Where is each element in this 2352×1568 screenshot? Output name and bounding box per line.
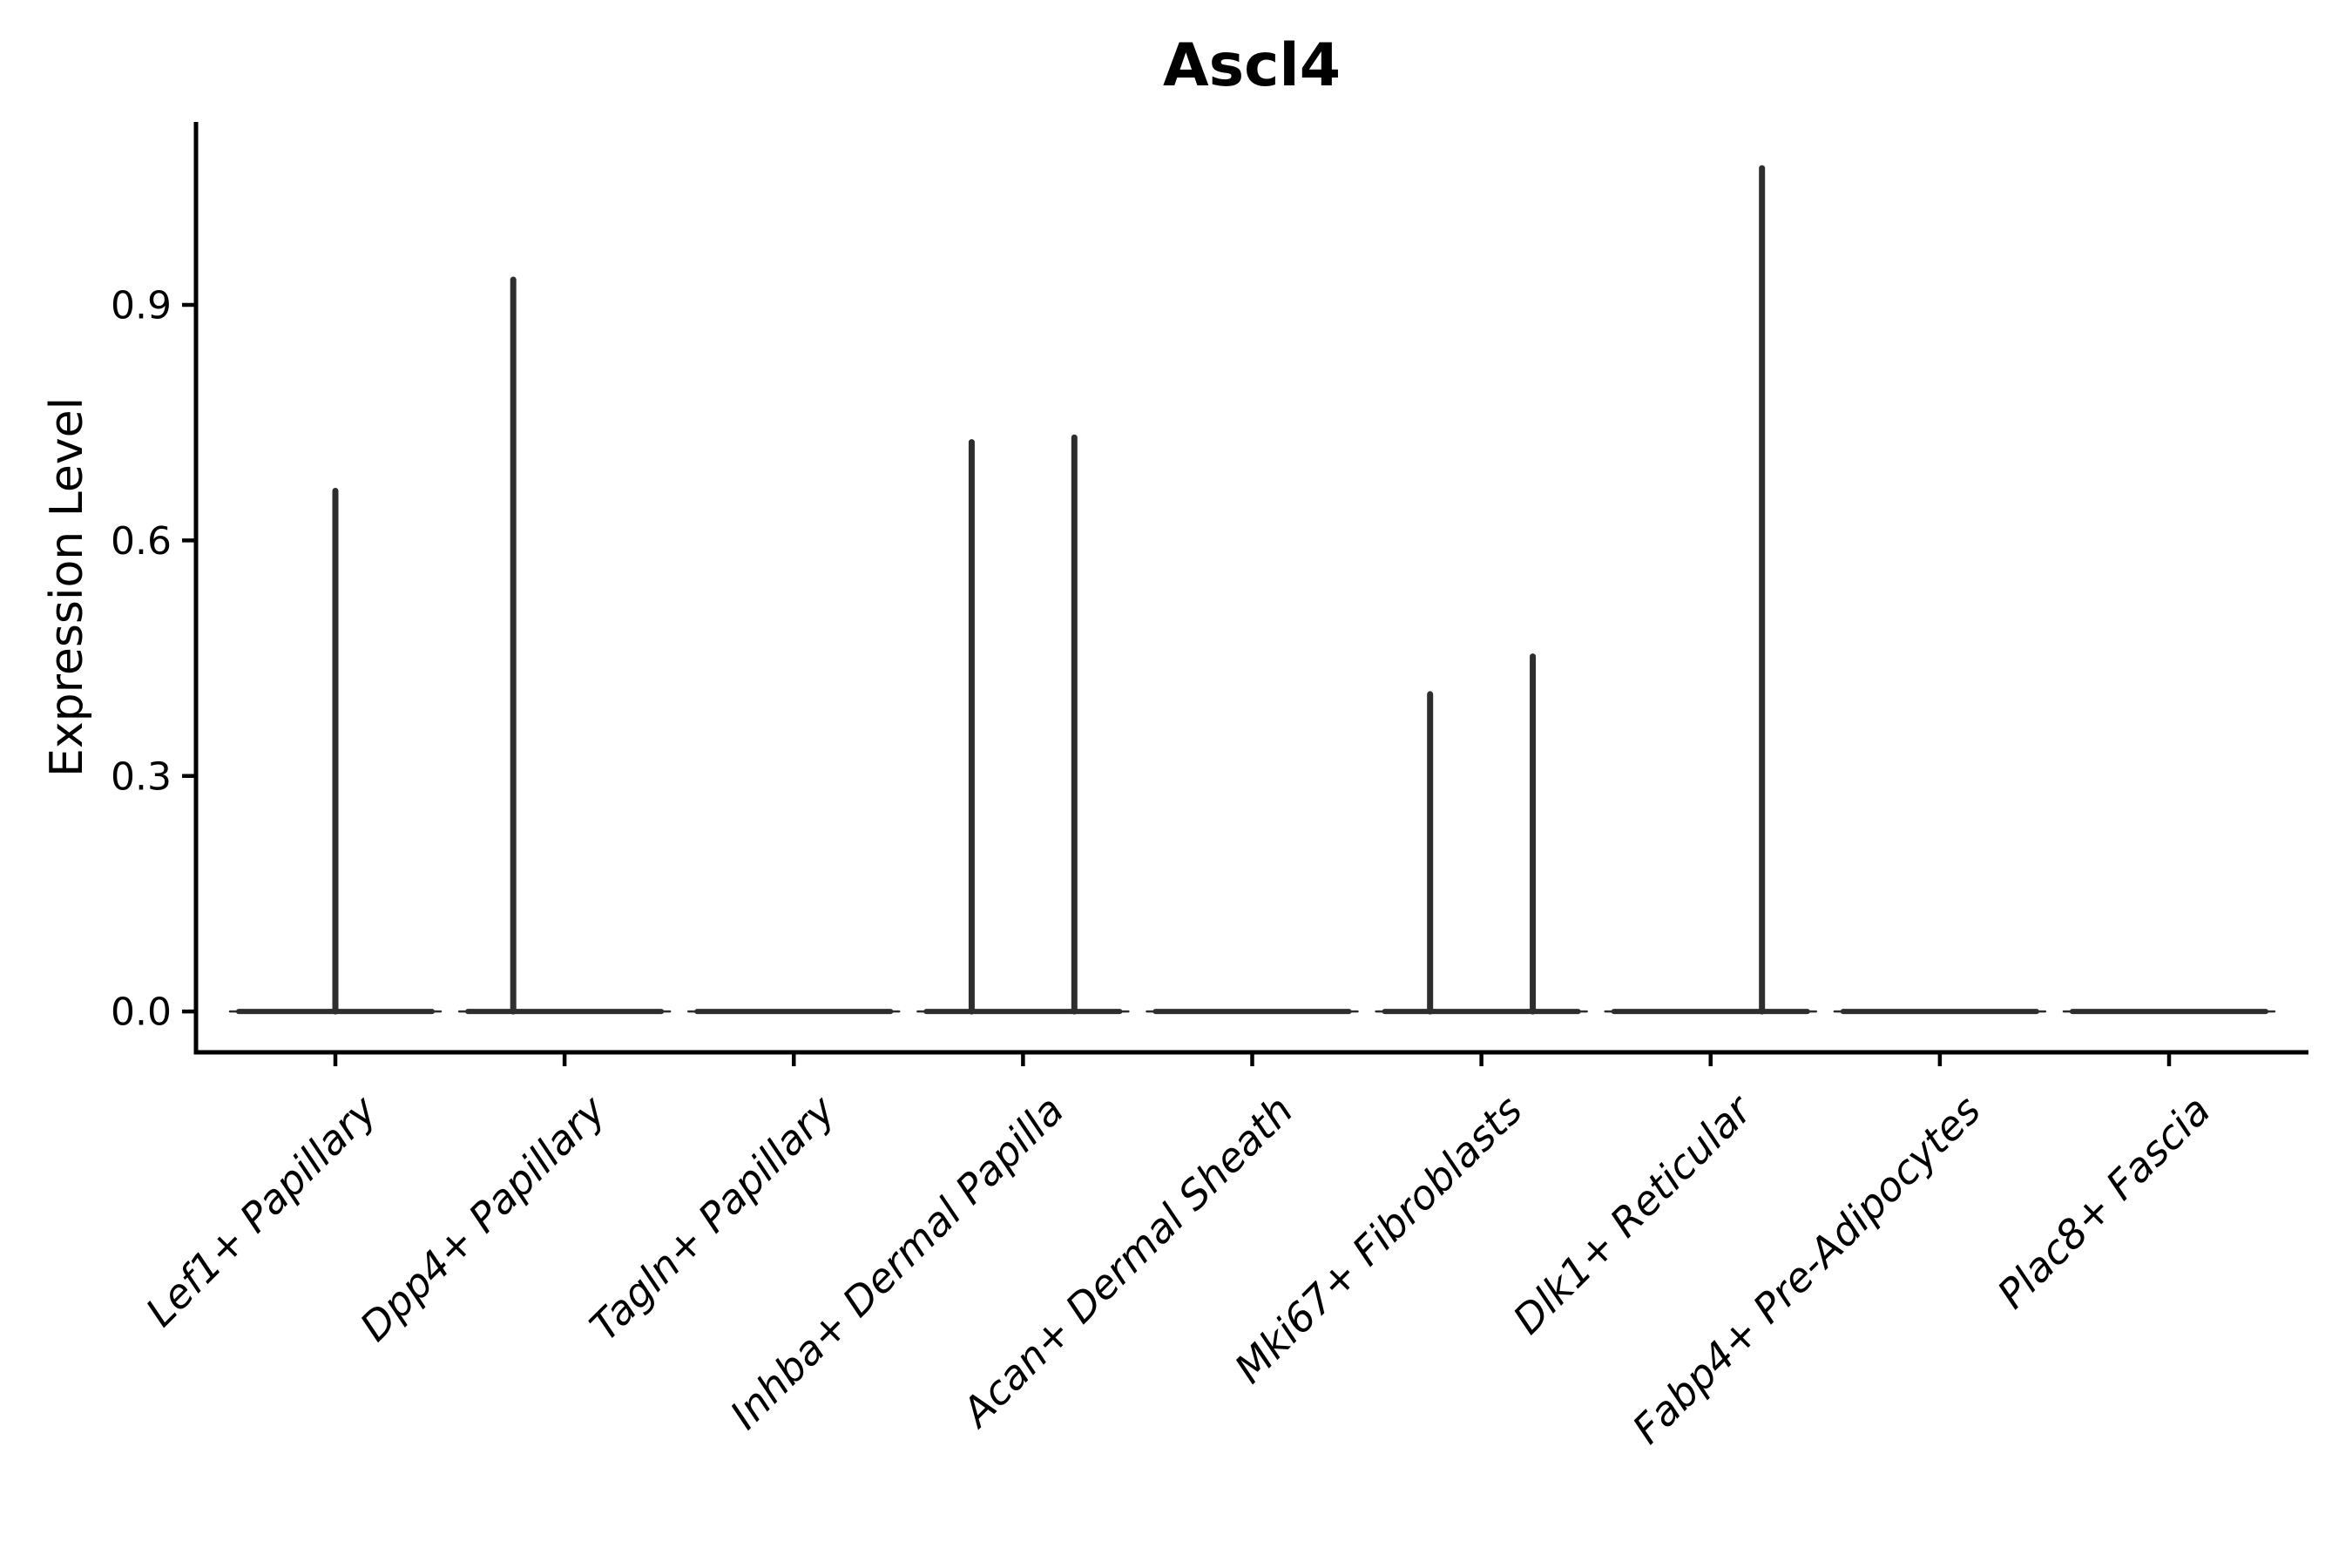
y-tick-label: 0.6 — [111, 519, 172, 564]
violin — [228, 487, 443, 1015]
violin — [1375, 653, 1588, 1015]
y-tick-label: 0.0 — [111, 990, 172, 1035]
violin — [457, 276, 672, 1015]
plot-title: Ascl4 — [1162, 31, 1342, 100]
y-tick-label: 0.9 — [111, 283, 172, 328]
violin — [1604, 165, 1817, 1015]
violin — [916, 434, 1130, 1015]
y-tick-label: 0.3 — [111, 754, 172, 799]
